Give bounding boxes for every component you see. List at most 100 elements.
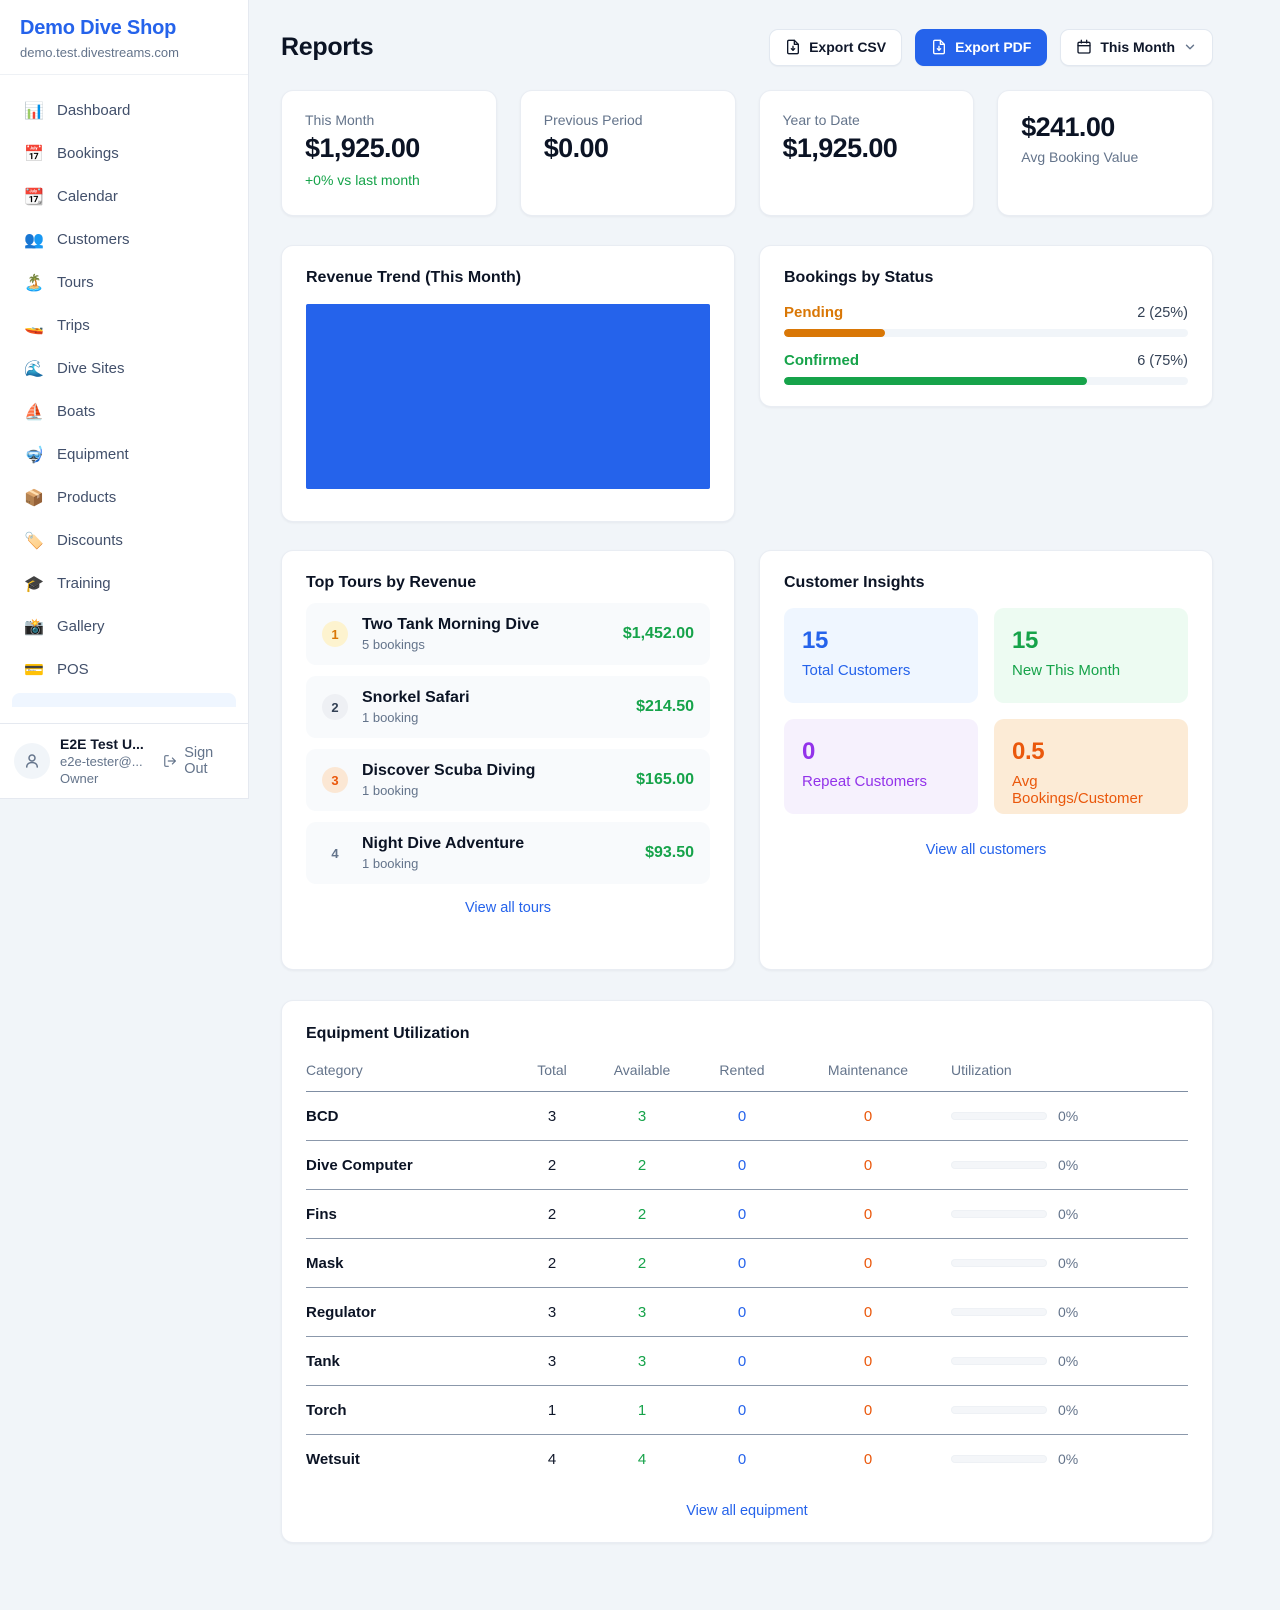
export-pdf-button[interactable]: Export PDF — [915, 28, 1048, 66]
sidebar-item-calendar[interactable]: 📆 Calendar — [12, 175, 236, 218]
sidebar-item-gallery[interactable]: 📸 Gallery — [12, 605, 236, 648]
export-pdf-label: Export PDF — [955, 39, 1032, 55]
stat-year-to-date: Year to Date $1,925.00 — [758, 90, 975, 216]
stat-avg-booking-value: $241.00 Avg Booking Value — [997, 90, 1213, 216]
tile-label: New This Month — [1012, 662, 1121, 679]
period-select[interactable]: This Month — [1060, 28, 1213, 66]
sidebar-item-discounts[interactable]: 🏷️ Discounts — [12, 519, 236, 562]
top-tours-title: Top Tours by Revenue — [306, 574, 477, 591]
rank-badge: 2 — [322, 694, 348, 720]
revenue-trend-chart — [306, 304, 710, 489]
customer-insights-title: Customer Insights — [784, 574, 925, 591]
tour-bookings: 5 bookings — [362, 637, 425, 652]
sidebar-item-label: Gallery — [57, 618, 105, 635]
insights-row: Top Tours by Revenue 1 Two Tank Morning … — [281, 550, 1213, 970]
stat-label: Avg Booking Value — [1021, 149, 1139, 165]
utilization-bar-track — [951, 1161, 1047, 1169]
cell-available: 3 — [637, 1107, 647, 1125]
tile-label: Repeat Customers — [802, 773, 928, 790]
table-row: Regulator 3 3 0 0 0% — [306, 1287, 1188, 1336]
person-icon — [26, 754, 38, 768]
tag-icon: 🏷️ — [24, 532, 44, 550]
equipment-table: Category Total Available Rented Maintena… — [306, 1062, 1188, 1483]
stat-this-month: This Month $1,925.00 +0% vs last month — [281, 90, 497, 216]
sidebar-item-dashboard[interactable]: 📊 Dashboard — [12, 89, 236, 132]
sidebar: Demo Dive Shop demo.test.divestreams.com… — [0, 0, 249, 799]
sign-out-button[interactable]: Sign Out — [163, 745, 234, 777]
calendar-outline-icon — [1077, 39, 1092, 54]
cell-rented: 0 — [737, 1401, 747, 1419]
cell-available: 4 — [637, 1450, 647, 1468]
cell-available: 3 — [637, 1303, 647, 1321]
status-bar-fill — [784, 377, 1087, 385]
status-bar-fill — [784, 329, 885, 337]
status-bar-track — [784, 377, 1188, 385]
avatar — [14, 743, 50, 779]
bookings-by-status-card: Bookings by Status Pending 2 (25%) Confi… — [759, 245, 1213, 407]
sidebar-item-equipment[interactable]: 🤿 Equipment — [12, 433, 236, 476]
cell-utilization: 0% — [934, 1191, 1188, 1238]
sidebar-item-products[interactable]: 📦 Products — [12, 476, 236, 519]
tile-value: 15 — [1012, 627, 1038, 654]
cell-rented: 0 — [737, 1205, 747, 1223]
cell-total: 3 — [547, 1107, 557, 1125]
utilization-percent: 0% — [1058, 1255, 1079, 1271]
cell-total: 1 — [547, 1401, 557, 1419]
cell-maintenance: 0 — [863, 1205, 873, 1223]
tear-off-calendar-icon: 📆 — [24, 188, 44, 206]
view-all-equipment-link[interactable]: View all equipment — [686, 1503, 808, 1519]
top-tours-card: Top Tours by Revenue 1 Two Tank Morning … — [281, 550, 735, 970]
sidebar-item-label: Boats — [57, 403, 96, 420]
view-all-tours-link[interactable]: View all tours — [465, 900, 551, 916]
cell-rented: 0 — [737, 1303, 747, 1321]
sidebar-header: Demo Dive Shop demo.test.divestreams.com — [0, 0, 248, 75]
tour-revenue: $214.50 — [636, 698, 694, 715]
stat-value: $1,925.00 — [305, 133, 420, 163]
diving-mask-icon: 🤿 — [24, 446, 44, 464]
revenue-trend-title: Revenue Trend (This Month) — [306, 269, 522, 286]
export-csv-label: Export CSV — [809, 39, 887, 55]
view-all-customers-link[interactable]: View all customers — [925, 842, 1047, 858]
cell-total: 3 — [547, 1352, 557, 1370]
credit-card-icon: 💳 — [24, 661, 44, 679]
sidebar-item-trips[interactable]: 🚤 Trips — [12, 304, 236, 347]
cell-utilization: 0% — [934, 1387, 1188, 1434]
sidebar-item-bookings[interactable]: 📅 Bookings — [12, 132, 236, 175]
utilization-bar-track — [951, 1112, 1047, 1120]
cell-total: 4 — [547, 1450, 557, 1468]
cell-utilization: 0% — [934, 1338, 1188, 1385]
tile-label: Avg Bookings/Customer — [1012, 773, 1143, 807]
tile-value: 0 — [802, 738, 815, 765]
chevron-down-icon — [1185, 44, 1195, 50]
tour-revenue: $93.50 — [645, 844, 694, 861]
island-icon: 🏝️ — [24, 274, 44, 292]
shop-name: Demo Dive Shop — [20, 17, 177, 39]
sidebar-item-label: Trips — [57, 317, 90, 334]
cell-category: Dive Computer — [306, 1156, 413, 1174]
cell-total: 2 — [547, 1205, 557, 1223]
cell-category: Wetsuit — [306, 1450, 360, 1468]
charts-row: Revenue Trend (This Month) Bookings by S… — [281, 245, 1213, 522]
cell-utilization: 0% — [934, 1142, 1188, 1189]
stat-value: $1,925.00 — [782, 133, 898, 163]
equipment-utilization-title: Equipment Utilization — [306, 1025, 470, 1042]
sidebar-item-customers[interactable]: 👥 Customers — [12, 218, 236, 261]
rank-badge: 1 — [322, 621, 348, 647]
sidebar-nav: 📊 Dashboard 📅 Bookings 📆 Calendar 👥 Customer… — [0, 75, 248, 723]
sidebar-item-dive-sites[interactable]: 🌊 Dive Sites — [12, 347, 236, 390]
table-header-row: Category Total Available Rented Maintena… — [306, 1062, 1188, 1092]
cell-maintenance: 0 — [863, 1352, 873, 1370]
sidebar-item-label: Products — [57, 489, 117, 506]
rank-badge: 3 — [322, 767, 348, 793]
sidebar-item-label: Training — [57, 575, 111, 592]
sidebar-item-boats[interactable]: ⛵ Boats — [12, 390, 236, 433]
export-csv-button[interactable]: Export CSV — [769, 28, 903, 66]
sidebar-item-training[interactable]: 🎓 Training — [12, 562, 236, 605]
stat-label: Previous Period — [543, 112, 643, 128]
sidebar-item-tours[interactable]: 🏝️ Tours — [12, 261, 236, 304]
revenue-trend-card: Revenue Trend (This Month) — [281, 245, 735, 522]
cell-available: 2 — [637, 1156, 647, 1174]
sidebar-item-reports-active[interactable] — [12, 693, 236, 707]
stat-value: $0.00 — [543, 133, 609, 163]
sidebar-item-pos[interactable]: 💳 POS — [12, 648, 236, 691]
